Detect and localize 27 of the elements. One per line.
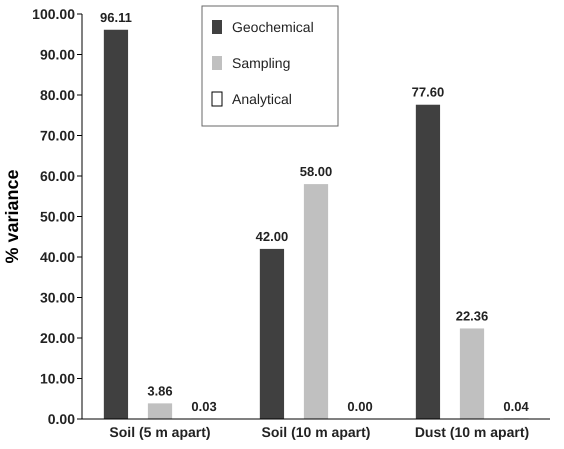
y-tick-label: 20.00	[40, 330, 76, 346]
legend-label: Sampling	[232, 54, 290, 71]
y-tick-label: 10.00	[40, 370, 76, 386]
y-tick-label: 100.00	[32, 6, 76, 22]
data-label: 3.86	[147, 383, 173, 398]
y-tick-label: 70.00	[40, 127, 76, 144]
y-tick-label: 90.00	[40, 46, 76, 62]
legend-label: Geochemical	[232, 18, 314, 35]
data-label: 58.00	[300, 164, 332, 180]
legend-label: Analytical	[232, 90, 292, 107]
y-tick-label: 40.00	[40, 248, 76, 265]
data-label: 0.03	[191, 398, 217, 414]
y-tick-label: 80.00	[40, 86, 76, 103]
x-tick-label: Soil (5 m apart)	[109, 424, 211, 440]
y-tick-label: 30.00	[40, 289, 76, 306]
x-tick-label: Dust (10 m apart)	[414, 424, 530, 440]
data-label: 42.00	[256, 228, 288, 244]
data-label: 0.00	[347, 399, 373, 414]
data-label: 22.36	[456, 308, 488, 324]
y-tick-label: 0.00	[48, 410, 76, 427]
y-tick-label: 50.00	[40, 208, 76, 224]
data-label: 0.04	[503, 398, 530, 414]
y-axis-title: % variance	[2, 169, 22, 264]
data-label: 77.60	[412, 84, 444, 100]
data-label: 96.11	[100, 10, 132, 25]
y-tick-label: 60.00	[40, 168, 76, 184]
x-tick-label: Soil (10 m apart)	[262, 424, 370, 440]
